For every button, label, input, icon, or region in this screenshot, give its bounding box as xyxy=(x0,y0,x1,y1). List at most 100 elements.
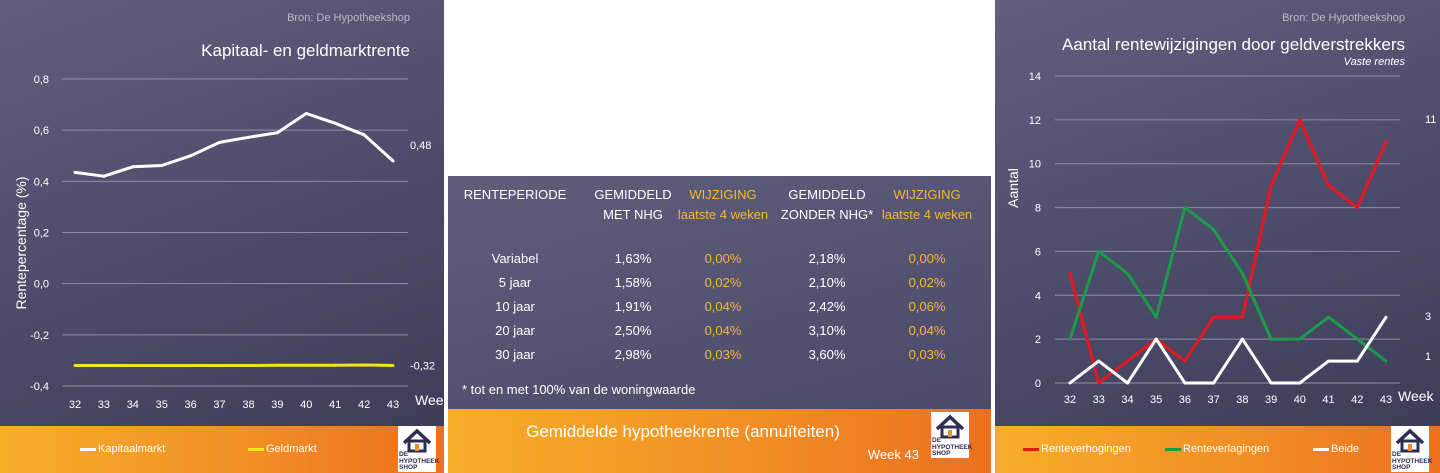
x-tick-label: 43 xyxy=(387,399,399,411)
data-point-beide xyxy=(1298,381,1302,385)
data-point-renteverlagingen xyxy=(1355,337,1359,341)
data-point-kapitaalmarkt xyxy=(246,135,250,139)
data-point-beide xyxy=(1097,359,1101,363)
rate-changes-panel: Bron: De Hypotheekshop Aantal rentewijzi… xyxy=(995,0,1440,473)
data-point-beide xyxy=(1183,381,1187,385)
data-point-beide xyxy=(1068,381,1072,385)
data-point-renteverlagingen xyxy=(1212,228,1216,231)
mortgage-rate-panel: RENTEPERIODE GEMIDDELD MET NHG WIJZIGING laa… xyxy=(448,0,991,473)
hypotheekshop-logo: DE HYPOTHEEK SHOP xyxy=(1391,426,1432,472)
column-header: GEMIDDELD MET NHG xyxy=(573,185,693,225)
data-point-renteverhogingen xyxy=(1097,381,1101,385)
table-title: Gemiddelde hypotheekrente (annuïteiten) xyxy=(526,422,840,441)
column-header-line: ZONDER NHG* xyxy=(780,207,874,222)
data-point-renteverhogingen xyxy=(1269,184,1273,188)
legend-label: Renteverlagingen xyxy=(1183,443,1270,455)
data-point-renteverhogingen xyxy=(1355,206,1359,210)
chart-footer: Kapitaalmarkt Geldmarkt DE HYPOTHEEK SHOP xyxy=(0,426,444,473)
series-line-renteverhogingen xyxy=(1068,118,1388,385)
x-axis-label: Week xyxy=(415,392,444,408)
x-tick-label: 39 xyxy=(271,399,283,411)
x-tick-label: 35 xyxy=(156,399,168,411)
table-cell: 3,60% xyxy=(808,347,846,362)
legend-label: Renteverhogingen xyxy=(1041,443,1131,455)
x-tick-label: 34 xyxy=(1121,394,1133,406)
table-cell: 2,42% xyxy=(808,299,846,314)
data-point-geldmarkt xyxy=(102,364,106,368)
y-tick-label: 2 xyxy=(1035,334,1041,346)
data-point-renteverlagingen xyxy=(1068,337,1072,341)
y-axis-label: Rentepercentage (%) xyxy=(13,176,29,309)
table-cell: 1,91% xyxy=(614,299,652,314)
data-point-kapitaalmarkt xyxy=(189,154,193,158)
house-icon xyxy=(1395,428,1425,453)
data-point-renteverlagingen xyxy=(1384,359,1388,363)
source-label: Bron: De Hypotheekshop xyxy=(1282,12,1405,24)
table-cell: 5 jaar xyxy=(498,275,532,290)
data-point-geldmarkt xyxy=(189,364,193,368)
column-header-line: GEMIDDELD xyxy=(788,187,866,202)
y-tick-label: -0,2 xyxy=(30,330,49,342)
week-label: Week 43 xyxy=(867,447,919,462)
x-tick-label: 33 xyxy=(1093,394,1105,406)
chart-title: Aantal rentewijzigingen door geldverstre… xyxy=(1061,35,1405,54)
y-tick-label: 0,8 xyxy=(34,74,49,86)
hypotheekshop-logo: DE HYPOTHEEK SHOP xyxy=(398,426,440,472)
logo-text: DE HYPOTHEEK SHOP xyxy=(399,451,440,471)
data-point-geldmarkt xyxy=(304,363,308,367)
rate-changes-chart: 0 2 4 6 8 10 12 14 32 33 34 35 36 37 38 39 40 41 42 43 Week A… xyxy=(1005,71,1436,406)
data-point-kapitaalmarkt xyxy=(391,159,395,163)
data-point-renteverlagingen xyxy=(1097,249,1101,253)
x-tick-label: 40 xyxy=(1294,394,1306,406)
end-value-label: -0,32 xyxy=(410,361,435,373)
data-point-beide xyxy=(1240,337,1244,341)
data-point-renteverhogingen xyxy=(1068,271,1072,275)
data-point-geldmarkt xyxy=(73,364,77,368)
table-cell: 10 jaar xyxy=(495,299,535,314)
data-point-renteverlagingen xyxy=(1269,337,1273,341)
data-point-geldmarkt xyxy=(246,364,250,368)
x-tick-label: 39 xyxy=(1265,394,1277,406)
end-value-label: 0,48 xyxy=(410,140,431,152)
data-point-kapitaalmarkt xyxy=(362,133,366,137)
data-point-kapitaalmarkt xyxy=(275,131,279,135)
house-icon xyxy=(935,414,965,439)
house-icon xyxy=(402,428,432,453)
source-label: Bron: De Hypotheekshop xyxy=(287,12,410,24)
legend-kapitaalmarkt: Kapitaalmarkt xyxy=(80,443,165,455)
data-point-renteverhogingen xyxy=(1212,315,1216,319)
legend-geldmarkt: Geldmarkt xyxy=(248,443,317,455)
table-cell: 20 jaar xyxy=(495,323,535,338)
data-point-kapitaalmarkt xyxy=(73,170,77,174)
table-cell: 1,63% xyxy=(614,251,652,266)
column-header-line: laatste 4 weken xyxy=(881,207,973,222)
x-tick-label: 32 xyxy=(1064,394,1076,406)
logo-text: DE HYPOTHEEK SHOP xyxy=(932,437,973,457)
data-point-geldmarkt xyxy=(131,364,135,368)
series-line-geldmarkt xyxy=(75,363,394,367)
chart-title: Kapitaal- en geldmarktrente xyxy=(201,41,410,60)
x-tick-label: 34 xyxy=(127,399,139,411)
table-cell: Variabel xyxy=(491,251,539,266)
table-cell: 1,58% xyxy=(614,275,652,290)
chart-subtitle: Vaste rentes xyxy=(1343,56,1405,68)
mortgage-rate-table: RENTEPERIODE GEMIDDELD MET NHG WIJZIGING laa… xyxy=(448,176,991,409)
y-tick-label: 4 xyxy=(1035,290,1041,302)
legend-renteverhogingen: Renteverhogingen xyxy=(1023,443,1131,455)
table-footer: Gemiddelde hypotheekrente (annuïteiten) … xyxy=(448,409,991,473)
capital-money-market-panel: Bron: De Hypotheekshop Kapitaal- en geld… xyxy=(0,0,444,473)
table-cell: 30 jaar xyxy=(495,347,535,362)
end-value-label: 1 xyxy=(1425,351,1431,363)
column-header: GEMIDDELD ZONDER NHG* xyxy=(767,185,887,225)
data-point-beide xyxy=(1212,381,1216,385)
data-point-renteverlagingen xyxy=(1183,206,1187,210)
data-point-kapitaalmarkt xyxy=(160,163,164,167)
column-header: WIJZIGING laatste 4 weken xyxy=(867,185,987,225)
table-cell: 2,10% xyxy=(808,275,846,290)
data-point-beide xyxy=(1355,359,1359,363)
data-point-geldmarkt xyxy=(218,364,222,368)
column-header-line: MET NHG xyxy=(603,207,663,222)
legend-swatch xyxy=(1023,447,1039,451)
x-tick-label: 37 xyxy=(213,399,225,411)
x-tick-label: 43 xyxy=(1380,394,1392,406)
